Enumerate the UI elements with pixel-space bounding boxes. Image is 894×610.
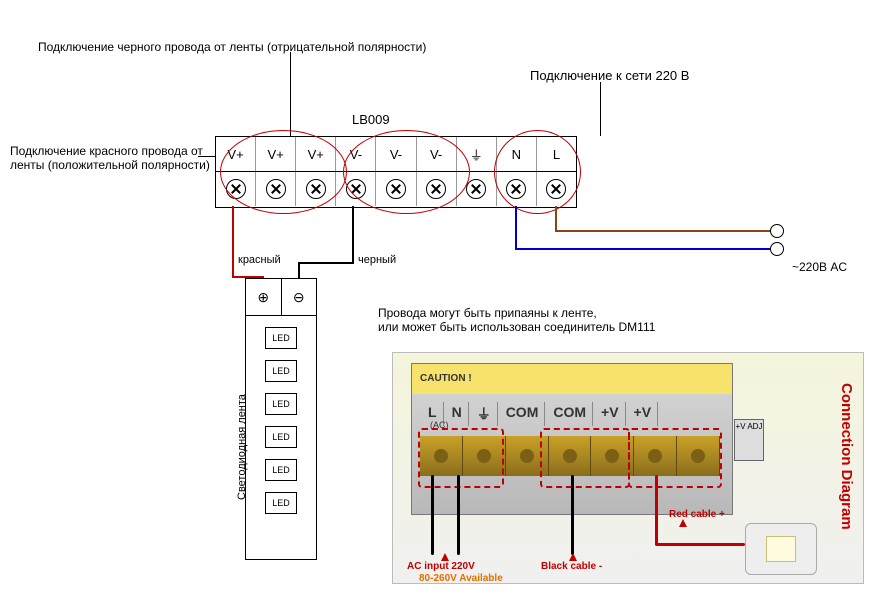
- label-220v: Подключение к сети 220 В: [530, 68, 689, 83]
- wire-blue-h: [515, 248, 771, 250]
- led-cell: LED: [265, 426, 297, 448]
- psu-label-row: L N ⏚ COM COM +V +V: [422, 402, 658, 426]
- photo-wire-red-h: [655, 543, 745, 546]
- psu-photo: CAUTION ! L N ⏚ COM COM +V +V (AC) +V AD…: [392, 352, 864, 584]
- photo-wire-black-L: [431, 475, 434, 555]
- label-red-short: красный: [238, 254, 281, 266]
- wire-blue-v: [515, 206, 517, 250]
- photo-black-cable: Black cable -: [541, 561, 602, 572]
- arrow-icon: [441, 553, 449, 561]
- strip-polarity-header: ⊕ ⊖: [246, 279, 316, 316]
- psu-lbl: ⏚: [471, 402, 498, 426]
- photo-wire-black-N: [457, 475, 460, 555]
- note-line2: или может быть использован соединитель D…: [378, 320, 655, 334]
- led-cell: LED: [265, 393, 297, 415]
- led-cell: LED: [265, 327, 297, 349]
- wire-brown-v: [555, 206, 557, 232]
- led-chip: [745, 523, 817, 575]
- strip-side-label: Светодиодная лента: [236, 394, 248, 500]
- psu-lbl: COM: [500, 402, 546, 426]
- wire-red-v: [232, 206, 234, 276]
- callout-vplus: [220, 130, 347, 214]
- psu-lbl: N: [446, 402, 469, 426]
- leader-220: [600, 82, 601, 136]
- photo-wire-black-com: [571, 475, 574, 555]
- photo-red-cable: Red cable +: [669, 509, 725, 520]
- callout-vminus: [343, 130, 470, 214]
- wire-black-h: [298, 262, 354, 264]
- connection-diagram-title: Connection Diagram: [838, 383, 855, 530]
- strip-minus: ⊖: [282, 279, 317, 315]
- leader-black: [290, 52, 291, 136]
- photo-ac-input: AC input 220V: [407, 561, 475, 572]
- arrow-icon: [569, 553, 577, 561]
- label-red-wire-l2: ленты (положительной полярности): [10, 158, 210, 172]
- arrow-icon: [679, 519, 687, 527]
- label-black-short: черный: [358, 254, 396, 266]
- note-line1: Провода могут быть припаяны к ленте,: [378, 306, 597, 320]
- photo-avail: 80-260V Available: [419, 573, 503, 584]
- screw-icon: [466, 179, 486, 199]
- wire-brown-h: [555, 230, 771, 232]
- ac-terminal: [770, 242, 784, 256]
- psu-box-com: [540, 428, 630, 488]
- psu-caution-sticker: CAUTION !: [412, 364, 732, 394]
- label-red-wire-l1: Подключение красного провода от: [10, 144, 203, 158]
- led-strip: ⊕ ⊖ LED LED LED LED LED LED: [245, 278, 317, 560]
- strip-plus: ⊕: [246, 279, 282, 315]
- psu-lbl: COM: [547, 402, 593, 426]
- led-cell: LED: [265, 492, 297, 514]
- psu-box-vplus: [628, 428, 722, 488]
- photo-wire-red-v: [655, 475, 658, 545]
- psu-lbl: +V: [628, 402, 659, 426]
- label-model: LB009: [352, 112, 390, 127]
- psu-lbl: +V: [595, 402, 626, 426]
- led-cell: LED: [265, 459, 297, 481]
- ac-terminal: [770, 224, 784, 238]
- wire-black-v: [352, 206, 354, 262]
- label-black-wire: Подключение черного провода от ленты (от…: [38, 40, 426, 54]
- callout-ac: [494, 130, 581, 214]
- label-ac: ~220В AC: [792, 260, 847, 274]
- psu-adj: +V ADJ: [734, 419, 764, 461]
- led-cell: LED: [265, 360, 297, 382]
